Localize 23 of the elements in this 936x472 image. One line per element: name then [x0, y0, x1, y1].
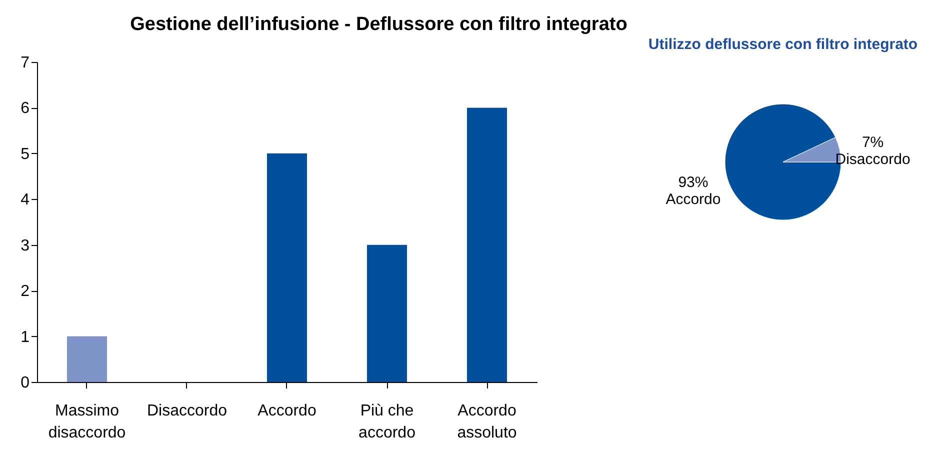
- y-tick-label: 3: [20, 237, 30, 254]
- x-tick-label: Massimo disaccordo: [48, 402, 126, 442]
- slice-label: Disaccordo: [835, 150, 910, 168]
- x-tick-label: Accordo assoluto: [457, 402, 517, 442]
- y-tick-label: 4: [20, 192, 30, 209]
- y-tick-label: 0: [20, 374, 30, 392]
- y-tick-label: 6: [20, 100, 30, 118]
- chart-title: Utilizzo deflussore con filtro integrato: [648, 36, 918, 53]
- bar: [267, 153, 307, 382]
- bar: [67, 336, 107, 382]
- data-label: 7%: [862, 134, 884, 151]
- x-tick-label: Accordo: [258, 402, 316, 420]
- x-tick-label: Più che accordo: [358, 402, 416, 442]
- y-tick-label: 1: [20, 328, 30, 346]
- bar: [467, 108, 507, 382]
- y-tick-label: 5: [20, 146, 30, 163]
- chart-title: Gestione dell’infusione - Deflussore con filtro integrato: [130, 14, 628, 35]
- x-tick-label: Disaccordo: [146, 402, 228, 420]
- y-tick-label: 7: [20, 54, 30, 72]
- y-tick-label: 2: [20, 283, 30, 300]
- bar: [367, 244, 407, 382]
- slice-label: Accordo: [666, 191, 721, 208]
- data-label: 93%: [678, 174, 708, 192]
